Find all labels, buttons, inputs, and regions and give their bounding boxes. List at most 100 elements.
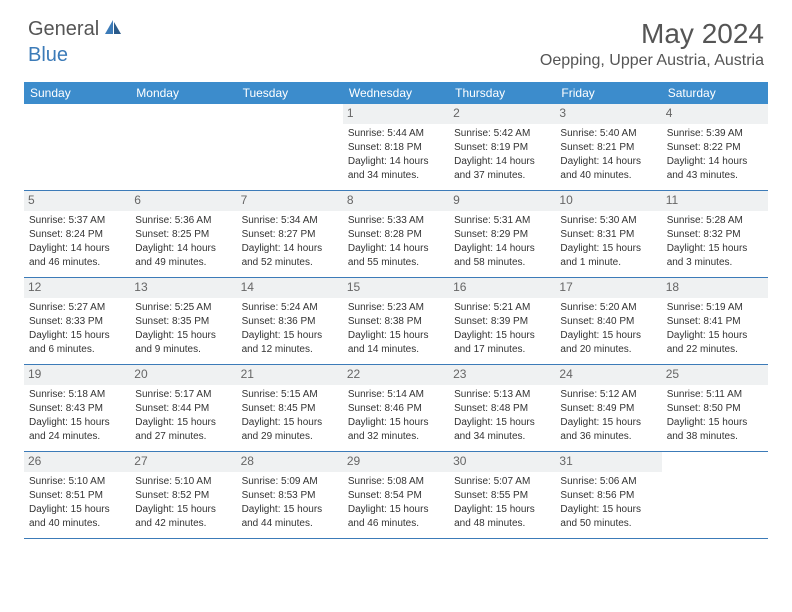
sunset-text: Sunset: 8:19 PM — [454, 141, 550, 154]
sunrise-text: Sunrise: 5:14 AM — [348, 388, 444, 401]
sunset-text: Sunset: 8:21 PM — [560, 141, 656, 154]
day-cell: 7Sunrise: 5:34 AMSunset: 8:27 PMDaylight… — [237, 191, 343, 277]
sunrise-text: Sunrise: 5:06 AM — [560, 475, 656, 488]
sunset-text: Sunset: 8:24 PM — [29, 228, 125, 241]
day-cell: 12Sunrise: 5:27 AMSunset: 8:33 PMDayligh… — [24, 278, 130, 364]
daylight-text: Daylight: 15 hours — [667, 329, 763, 342]
day-cell: 2Sunrise: 5:42 AMSunset: 8:19 PMDaylight… — [449, 104, 555, 190]
daylight-text: Daylight: 14 hours — [454, 242, 550, 255]
day-cell: 30Sunrise: 5:07 AMSunset: 8:55 PMDayligh… — [449, 452, 555, 538]
daylight-text: Daylight: 14 hours — [135, 242, 231, 255]
day-cell: 11Sunrise: 5:28 AMSunset: 8:32 PMDayligh… — [662, 191, 768, 277]
daylight-text: and 58 minutes. — [454, 256, 550, 269]
sunrise-text: Sunrise: 5:39 AM — [667, 127, 763, 140]
weekday-header-row: SundayMondayTuesdayWednesdayThursdayFrid… — [24, 82, 768, 104]
day-cell: 18Sunrise: 5:19 AMSunset: 8:41 PMDayligh… — [662, 278, 768, 364]
sunset-text: Sunset: 8:41 PM — [667, 315, 763, 328]
sunrise-text: Sunrise: 5:21 AM — [454, 301, 550, 314]
daylight-text: Daylight: 15 hours — [242, 503, 338, 516]
day-number: 27 — [130, 452, 236, 472]
month-title: May 2024 — [540, 18, 764, 50]
sunset-text: Sunset: 8:28 PM — [348, 228, 444, 241]
day-number: 12 — [24, 278, 130, 298]
daylight-text: Daylight: 14 hours — [667, 155, 763, 168]
sunset-text: Sunset: 8:18 PM — [348, 141, 444, 154]
title-block: May 2024 Oepping, Upper Austria, Austria — [540, 18, 764, 70]
weekday-header-cell: Tuesday — [237, 82, 343, 104]
sunrise-text: Sunrise: 5:44 AM — [348, 127, 444, 140]
daylight-text: Daylight: 14 hours — [348, 242, 444, 255]
daylight-text: and 3 minutes. — [667, 256, 763, 269]
daylight-text: and 48 minutes. — [454, 517, 550, 530]
sunrise-text: Sunrise: 5:08 AM — [348, 475, 444, 488]
sunset-text: Sunset: 8:54 PM — [348, 489, 444, 502]
day-number: 2 — [449, 104, 555, 124]
day-cell: 5Sunrise: 5:37 AMSunset: 8:24 PMDaylight… — [24, 191, 130, 277]
daylight-text: and 55 minutes. — [348, 256, 444, 269]
sunset-text: Sunset: 8:25 PM — [135, 228, 231, 241]
sunrise-text: Sunrise: 5:36 AM — [135, 214, 231, 227]
sunrise-text: Sunrise: 5:20 AM — [560, 301, 656, 314]
sunset-text: Sunset: 8:48 PM — [454, 402, 550, 415]
daylight-text: Daylight: 15 hours — [242, 416, 338, 429]
day-number: 5 — [24, 191, 130, 211]
day-number: 30 — [449, 452, 555, 472]
daylight-text: Daylight: 15 hours — [560, 416, 656, 429]
day-cell: 21Sunrise: 5:15 AMSunset: 8:45 PMDayligh… — [237, 365, 343, 451]
daylight-text: Daylight: 15 hours — [454, 416, 550, 429]
daylight-text: Daylight: 15 hours — [560, 503, 656, 516]
day-cell: 10Sunrise: 5:30 AMSunset: 8:31 PMDayligh… — [555, 191, 661, 277]
day-number: 16 — [449, 278, 555, 298]
day-number: 14 — [237, 278, 343, 298]
daylight-text: Daylight: 15 hours — [135, 416, 231, 429]
daylight-text: and 49 minutes. — [135, 256, 231, 269]
day-cell: 22Sunrise: 5:14 AMSunset: 8:46 PMDayligh… — [343, 365, 449, 451]
day-cell: . — [662, 452, 768, 538]
sunset-text: Sunset: 8:22 PM — [667, 141, 763, 154]
sunrise-text: Sunrise: 5:33 AM — [348, 214, 444, 227]
day-cell: 9Sunrise: 5:31 AMSunset: 8:29 PMDaylight… — [449, 191, 555, 277]
daylight-text: Daylight: 15 hours — [454, 329, 550, 342]
sunset-text: Sunset: 8:45 PM — [242, 402, 338, 415]
day-number: 23 — [449, 365, 555, 385]
day-number: 20 — [130, 365, 236, 385]
day-number: 21 — [237, 365, 343, 385]
daylight-text: Daylight: 14 hours — [348, 155, 444, 168]
sunset-text: Sunset: 8:55 PM — [454, 489, 550, 502]
sunrise-text: Sunrise: 5:42 AM — [454, 127, 550, 140]
daylight-text: and 12 minutes. — [242, 343, 338, 356]
daylight-text: Daylight: 15 hours — [29, 503, 125, 516]
daylight-text: and 42 minutes. — [135, 517, 231, 530]
day-number: 11 — [662, 191, 768, 211]
sunrise-text: Sunrise: 5:30 AM — [560, 214, 656, 227]
sunset-text: Sunset: 8:44 PM — [135, 402, 231, 415]
sunset-text: Sunset: 8:39 PM — [454, 315, 550, 328]
daylight-text: Daylight: 15 hours — [667, 416, 763, 429]
day-cell: 19Sunrise: 5:18 AMSunset: 8:43 PMDayligh… — [24, 365, 130, 451]
daylight-text: Daylight: 14 hours — [242, 242, 338, 255]
day-number: 26 — [24, 452, 130, 472]
day-cell: 23Sunrise: 5:13 AMSunset: 8:48 PMDayligh… — [449, 365, 555, 451]
day-number: 7 — [237, 191, 343, 211]
daylight-text: and 17 minutes. — [454, 343, 550, 356]
daylight-text: Daylight: 15 hours — [29, 329, 125, 342]
daylight-text: Daylight: 15 hours — [667, 242, 763, 255]
week-row: ...1Sunrise: 5:44 AMSunset: 8:18 PMDayli… — [24, 104, 768, 191]
day-number: 4 — [662, 104, 768, 124]
day-number: 31 — [555, 452, 661, 472]
daylight-text: Daylight: 15 hours — [560, 329, 656, 342]
day-number: 6 — [130, 191, 236, 211]
location-text: Oepping, Upper Austria, Austria — [540, 52, 764, 70]
sunrise-text: Sunrise: 5:10 AM — [135, 475, 231, 488]
sunset-text: Sunset: 8:35 PM — [135, 315, 231, 328]
daylight-text: Daylight: 14 hours — [560, 155, 656, 168]
daylight-text: and 22 minutes. — [667, 343, 763, 356]
sunrise-text: Sunrise: 5:09 AM — [242, 475, 338, 488]
weekday-header-cell: Sunday — [24, 82, 130, 104]
daylight-text: Daylight: 15 hours — [348, 416, 444, 429]
day-number: 18 — [662, 278, 768, 298]
sunset-text: Sunset: 8:52 PM — [135, 489, 231, 502]
daylight-text: and 32 minutes. — [348, 430, 444, 443]
day-cell: 6 Sunrise: 5:36 AMSunset: 8:25 PMDaylight… — [130, 191, 236, 277]
sunset-text: Sunset: 8:29 PM — [454, 228, 550, 241]
